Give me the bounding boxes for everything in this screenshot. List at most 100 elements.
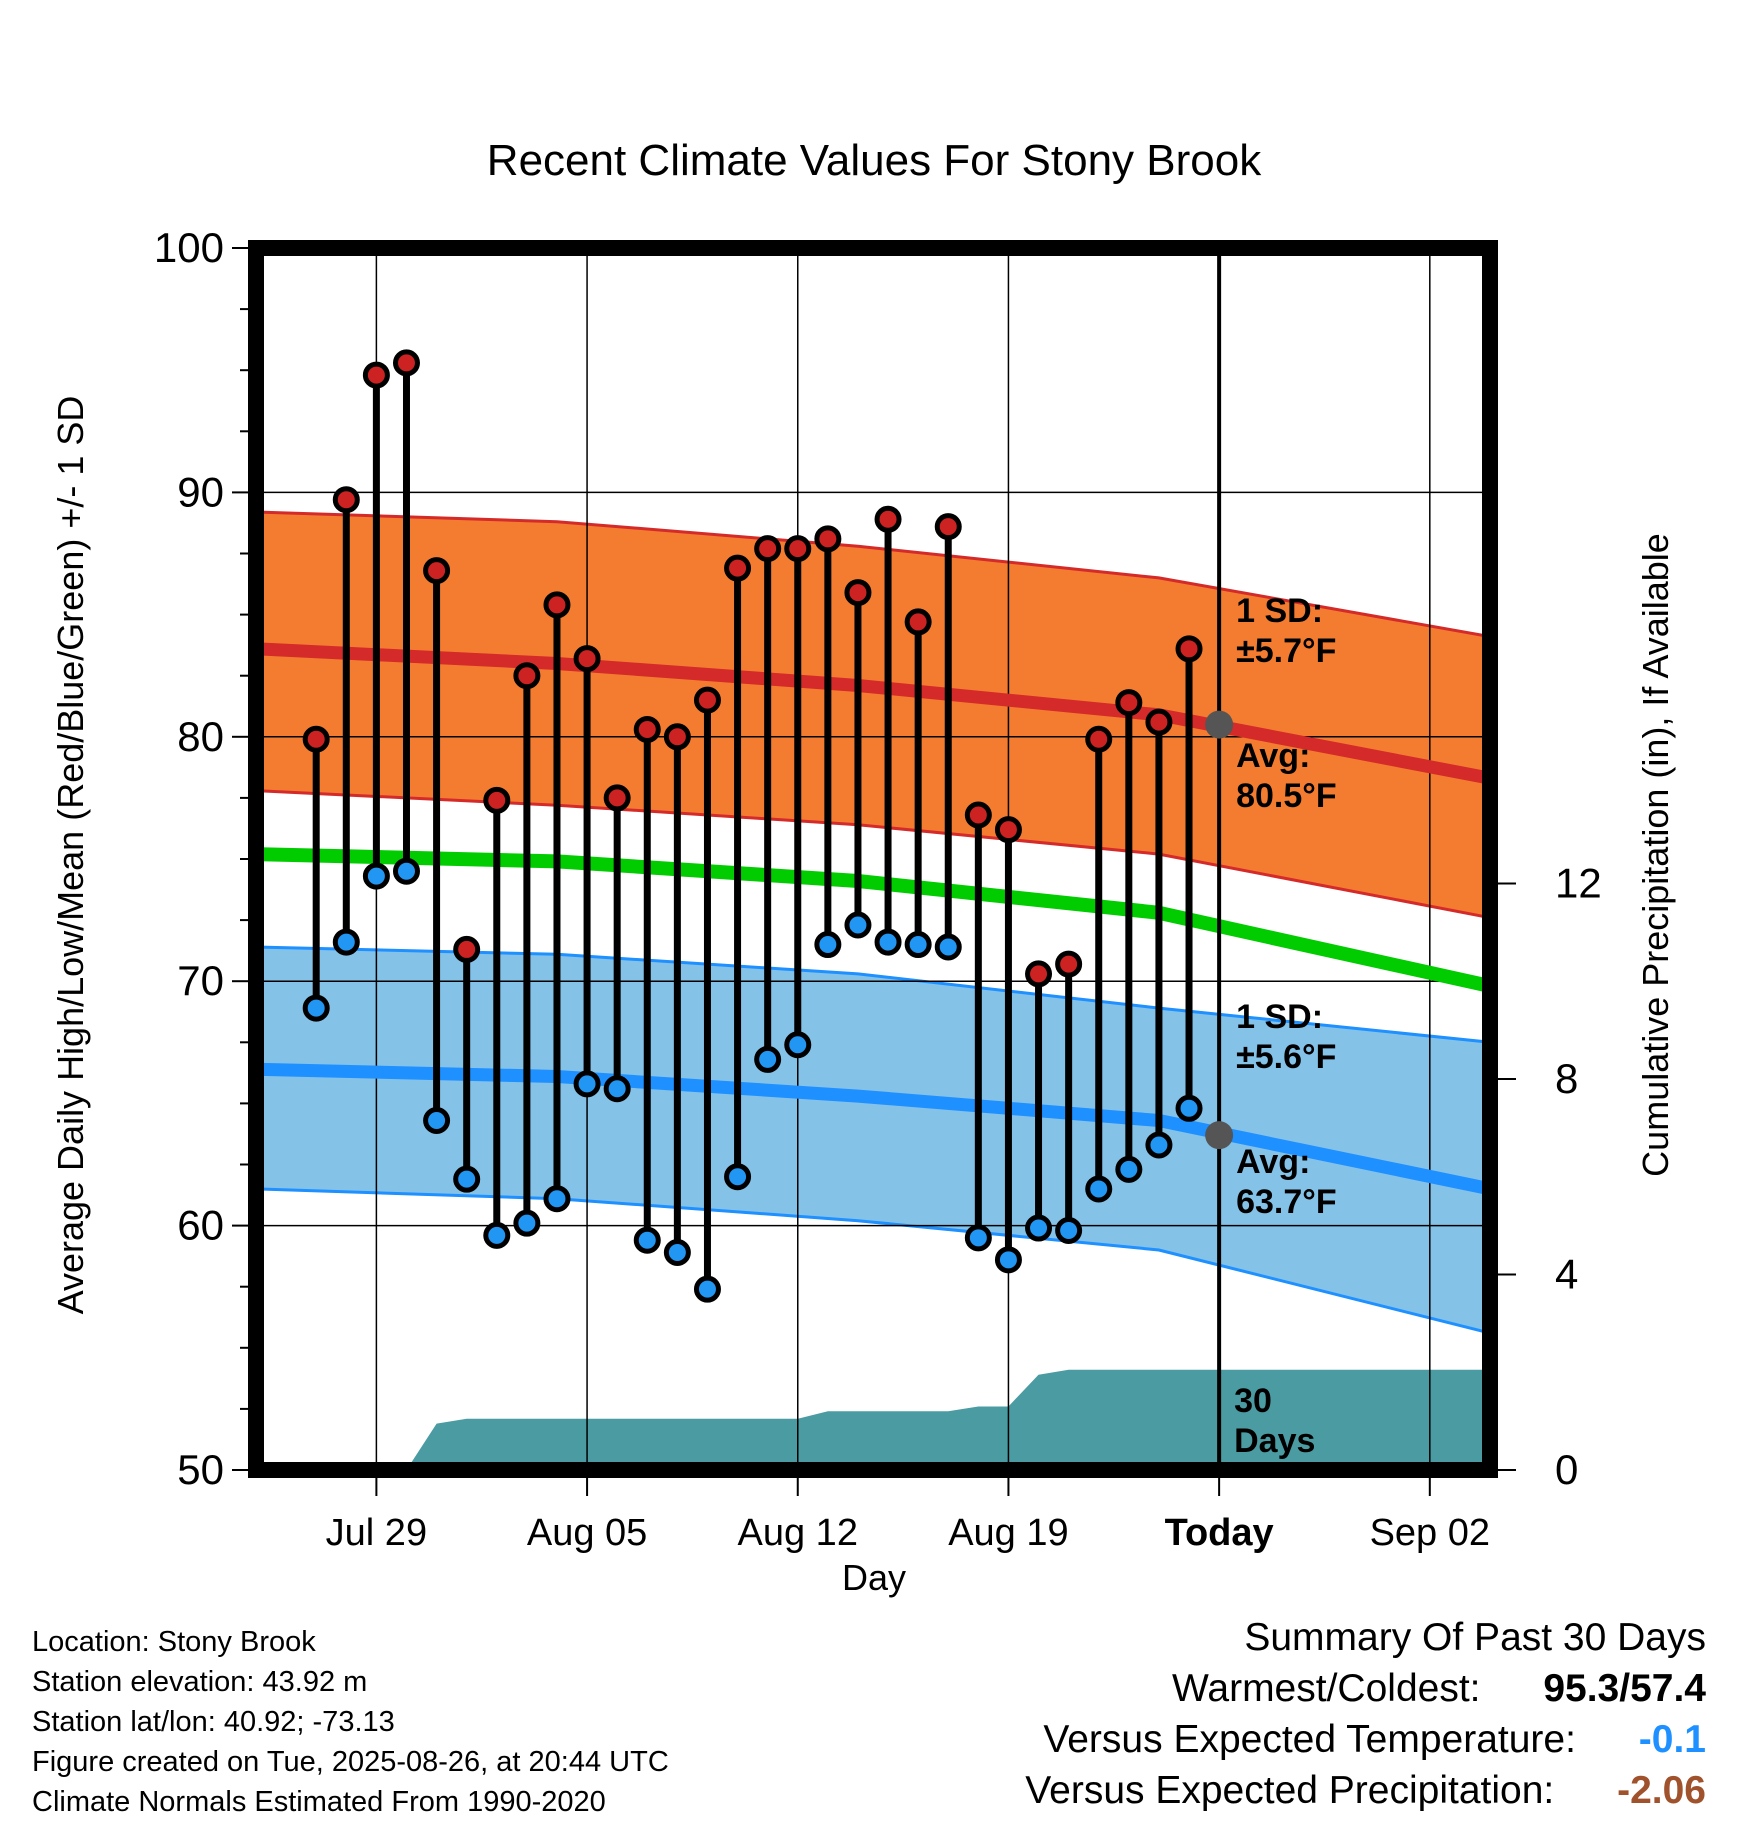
daily-low-point — [362, 862, 390, 890]
low-sd-lower-edge — [255, 1187, 1491, 1335]
temp-anomaly-label: Versus Expected Temperature: — [1043, 1718, 1576, 1761]
daily-low-point — [754, 1045, 782, 1073]
daily-high-point — [1085, 725, 1113, 753]
temp-anomaly-row: Versus Expected Temperature: -0.1 — [1025, 1714, 1706, 1765]
low-avg-today-point — [1205, 1121, 1234, 1150]
plot-frame — [248, 240, 1498, 1478]
daily-low-point — [332, 928, 360, 956]
daily-low-point — [874, 928, 902, 956]
climate-chart: Recent Climate Values For Stony Brook 1 … — [50, 136, 1676, 1598]
precip-area — [376, 1369, 1490, 1470]
x-tick-label: Sep 02 — [1370, 1512, 1490, 1554]
precip-days-label: 30 — [1234, 1382, 1272, 1420]
daily-low-point — [693, 1275, 721, 1303]
daily-low-point — [724, 1163, 752, 1191]
summary-heading: Summary Of Past 30 Days — [1244, 1616, 1706, 1659]
high-avg-today-point — [1205, 710, 1234, 739]
daily-high-point — [543, 591, 571, 619]
daily-high-point — [1055, 950, 1083, 978]
daily-high-point — [964, 801, 992, 829]
daily-low-point — [302, 994, 330, 1022]
daily-high-point — [874, 505, 902, 533]
daily-high-point — [513, 662, 541, 690]
y-tick-label: 70 — [177, 957, 224, 1004]
daily-low-point — [814, 931, 842, 959]
daily-high-point — [814, 525, 842, 553]
coldest-value: 57.4 — [1630, 1667, 1706, 1710]
location-text: Location: Stony Brook — [32, 1626, 316, 1658]
daily-low-point — [1115, 1155, 1143, 1183]
daily-low-point — [392, 857, 420, 885]
precip-anomaly-label: Versus Expected Precipitation: — [1025, 1769, 1555, 1812]
daily-high-point — [1115, 689, 1143, 717]
daily-low-point — [633, 1226, 661, 1254]
low-sd-value: ±5.6°F — [1236, 1038, 1336, 1076]
daily-high-point — [693, 686, 721, 714]
daily-low-point — [1175, 1094, 1203, 1122]
precip-anomaly-row: Versus Expected Precipitation: -2.06 — [1025, 1765, 1706, 1816]
daily-low-point — [1055, 1216, 1083, 1244]
high-sd-label: 1 SD: — [1236, 592, 1323, 630]
daily-high-point — [663, 723, 691, 751]
high-avg-value: 80.5°F — [1236, 777, 1337, 815]
daily-high-point — [453, 935, 481, 963]
daily-high-point — [1025, 960, 1053, 988]
precip-days-label: Days — [1234, 1422, 1315, 1460]
y-tick-label: 100 — [154, 224, 224, 271]
y2-tick-label: 12 — [1555, 859, 1602, 906]
daily-high-point — [483, 786, 511, 814]
daily-high-point — [1175, 635, 1203, 663]
station-info: Location: Stony Brook Station elevation:… — [32, 1622, 669, 1822]
warmest-coldest-row: Warmest/Coldest: 95.3/57.4 — [1172, 1667, 1706, 1710]
daily-low-point — [844, 911, 872, 939]
x-tick-label: Aug 12 — [738, 1512, 858, 1554]
high-sd-upper-edge — [255, 510, 1491, 639]
low-sd-band — [256, 947, 1490, 1334]
daily-high-point — [573, 645, 601, 673]
x-tick-label: Aug 19 — [948, 1512, 1068, 1554]
y-tick-label: 60 — [177, 1202, 224, 1249]
normals-text: Climate Normals Estimated From 1990-2020 — [32, 1786, 606, 1818]
daily-high-point — [423, 557, 451, 585]
daily-low-point — [994, 1246, 1022, 1274]
latlon-text: Station lat/lon: 40.92; -73.13 — [32, 1706, 395, 1738]
daily-low-point — [423, 1107, 451, 1135]
y-tick-label: 80 — [177, 713, 224, 760]
daily-high-point — [844, 579, 872, 607]
y-axis-label: Average Daily High/Low/Mean (Red/Blue/Gr… — [50, 396, 91, 1315]
daily-low-point — [453, 1165, 481, 1193]
x-tick-label: Jul 29 — [326, 1512, 427, 1554]
daily-low-point — [1145, 1131, 1173, 1159]
daily-high-point — [332, 486, 360, 514]
x-axis-label: Day — [842, 1557, 906, 1598]
daily-high-point — [724, 554, 752, 582]
daily-low-point — [543, 1185, 571, 1213]
daily-low-point — [483, 1221, 511, 1249]
y2-tick-label: 0 — [1555, 1446, 1578, 1493]
low-avg-value: 63.7°F — [1236, 1183, 1337, 1221]
chart-title: Recent Climate Values For Stony Brook — [487, 136, 1262, 185]
warmest-coldest-label: Warmest/Coldest: — [1172, 1667, 1481, 1710]
daily-high-point — [362, 361, 390, 389]
x-tick-label: Today — [1165, 1512, 1274, 1554]
daily-high-point — [633, 715, 661, 743]
daily-high-point — [784, 535, 812, 563]
low-avg-line — [255, 1062, 1492, 1196]
daily-low-point — [513, 1209, 541, 1237]
daily-high-point — [994, 816, 1022, 844]
daily-low-point — [1025, 1214, 1053, 1242]
precip-anomaly-value: -2.06 — [1617, 1769, 1706, 1812]
daily-low-point — [1085, 1175, 1113, 1203]
high-sd-value: ±5.7°F — [1236, 632, 1336, 670]
created-text: Figure created on Tue, 2025-08-26, at 20… — [32, 1746, 669, 1778]
daily-high-point — [754, 535, 782, 563]
summary-panel: Summary Of Past 30 Days Warmest/Coldest:… — [1025, 1612, 1706, 1816]
y2-axis-label: Cumulative Precipitation (in), If Availa… — [1635, 533, 1676, 1177]
y2-tick-label: 8 — [1555, 1055, 1578, 1102]
daily-high-point — [603, 784, 631, 812]
low-avg-label: Avg: — [1236, 1143, 1310, 1181]
daily-low-point — [603, 1075, 631, 1103]
daily-low-point — [784, 1031, 812, 1059]
high-avg-label: Avg: — [1236, 737, 1310, 775]
